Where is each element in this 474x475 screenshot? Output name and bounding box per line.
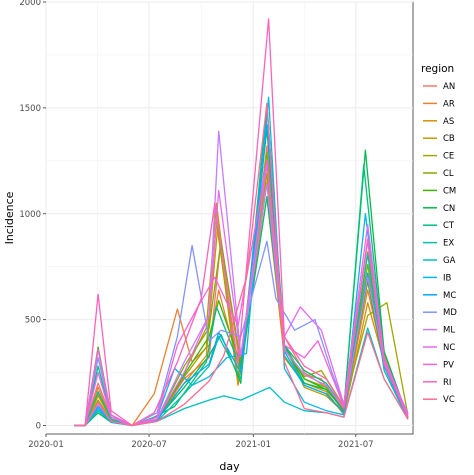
legend-label-cl: CL [443, 169, 454, 179]
legend-label-ib: IB [443, 273, 452, 283]
legend-label-ct: CT [443, 221, 455, 231]
y-tick-label: 2000 [19, 0, 41, 8]
legend: region AN AR AS CB CE CL CM CN CT EX GA IB MC MD ML NC P… [421, 63, 457, 405]
series-line-ri [74, 18, 409, 427]
y-tick-label: 500 [25, 316, 41, 326]
series-lines [74, 18, 409, 427]
y-tick-label: 1000 [19, 210, 41, 220]
legend-label-cm: CM [443, 186, 456, 196]
x-tick-label: 2021-07 [338, 440, 374, 450]
y-tick-label: 1500 [19, 104, 41, 114]
legend-label-ml: ML [443, 326, 455, 336]
x-tick-label: 2020-07 [131, 440, 167, 450]
legend-label-cb: CB [443, 134, 455, 144]
legend-label-ex: EX [443, 239, 454, 249]
axes: 0 500 1000 1500 2000 2020-01 2020-07 2021-01 202… [19, 0, 373, 450]
legend-label-cn: CN [443, 204, 455, 214]
legend-label-vc: VC [443, 395, 455, 405]
legend-title: region [421, 63, 454, 75]
legend-label-as: AS [443, 117, 454, 127]
x-axis-title: day [219, 460, 240, 473]
x-tick-label: 2021-01 [236, 440, 272, 450]
legend-label-pv: PV [443, 360, 454, 370]
legend-label-ar: AR [443, 99, 455, 109]
legend-label-an: AN [443, 82, 455, 92]
legend-label-mc: MC [443, 291, 456, 301]
legend-label-ce: CE [443, 152, 454, 162]
legend-label-ri: RI [443, 378, 451, 388]
y-tick-label: 0 [36, 422, 41, 432]
legend-label-md: MD [443, 308, 457, 318]
y-axis-title: Incidence [3, 191, 16, 244]
series-line-vc [74, 102, 409, 427]
x-tick-label: 2020-01 [28, 440, 64, 450]
legend-label-nc: NC [443, 343, 455, 353]
legend-label-ga: GA [443, 256, 456, 266]
